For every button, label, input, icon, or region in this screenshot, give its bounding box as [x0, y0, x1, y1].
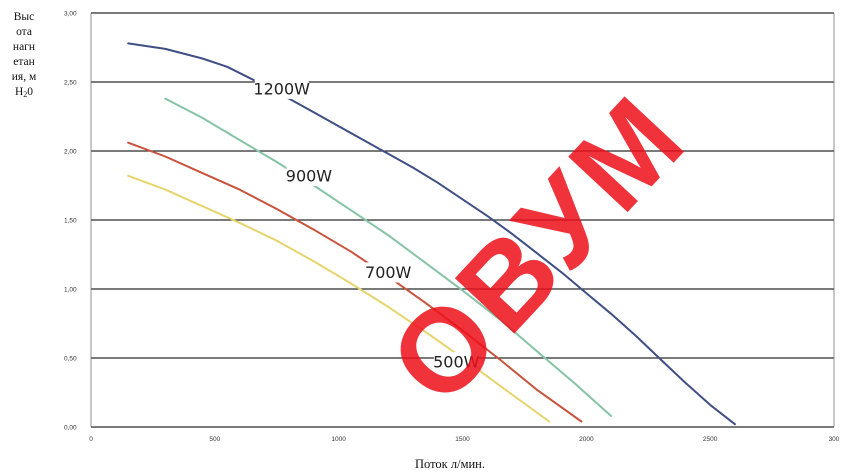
- series-label-1200w: 1200W: [253, 79, 310, 98]
- series-line-900w: [164, 97, 613, 417]
- y-axis-title: Выс ота нагн етан ия, м H20: [2, 10, 46, 102]
- series-line-700w: [127, 141, 583, 423]
- series-label-700w: 700W: [365, 263, 412, 282]
- y-tick-label: 0,00: [64, 425, 77, 432]
- series-line-1200w: [127, 42, 736, 426]
- series-label-900w: 900W: [286, 166, 333, 185]
- y-axis-title-line: ота: [16, 26, 32, 38]
- y-axis-title-line: етан: [13, 56, 35, 68]
- grid-layer: [90, 12, 835, 428]
- label-background: [286, 165, 332, 186]
- axis-layer: 0,00 0,50 1,00 1,50 2,00 2,50 3,00 0 500 1000 1500…: [64, 11, 840, 444]
- y-tick-label: 3,00: [64, 11, 77, 18]
- label-background: [254, 78, 309, 99]
- y-axis-title-line: нагн: [12, 41, 36, 53]
- x-tick-label: 300: [829, 436, 840, 443]
- unit-tail: 0: [27, 86, 34, 98]
- label-background: [433, 352, 479, 373]
- x-tick-label: 1000: [331, 436, 346, 443]
- watermark-text: ОВУМ: [365, 69, 713, 428]
- y-axis-title-unit: H20: [2, 85, 46, 102]
- y-tick-label: 0,50: [64, 356, 77, 363]
- y-axis-title-line: ия, м: [11, 71, 37, 83]
- label-layer: 1200W 900W 700W 500W: [253, 78, 480, 373]
- series-label-500w: 500W: [433, 353, 480, 372]
- y-tick-label: 1,00: [64, 287, 77, 294]
- y-tick-label: 2,00: [64, 149, 77, 156]
- unit-subscript: 2: [23, 90, 28, 99]
- y-axis-title-line: Выс: [13, 11, 35, 23]
- watermark: ОВУМ: [365, 69, 713, 428]
- x-tick-label: 2500: [703, 436, 718, 443]
- x-axis-title: Поток л/мин.: [415, 457, 485, 471]
- label-background: [365, 262, 411, 283]
- unit-main: H: [14, 86, 24, 98]
- y-tick-label: 2,50: [64, 80, 77, 87]
- x-tick-label: 500: [209, 436, 220, 443]
- y-tick-label: 1,50: [64, 218, 77, 225]
- x-tick-label: 2000: [579, 436, 594, 443]
- x-tick-label: 0: [89, 436, 93, 443]
- x-tick-label: 1500: [455, 436, 470, 443]
